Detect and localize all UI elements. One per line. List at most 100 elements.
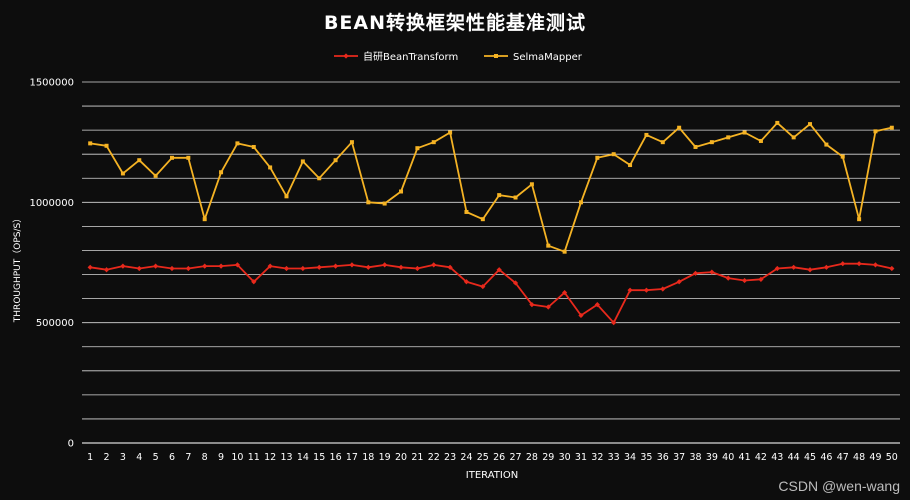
data-point: [103, 267, 110, 273]
x-tick-label: 40: [722, 452, 734, 463]
data-point: [578, 200, 583, 205]
x-tick-label: 36: [657, 452, 669, 463]
data-point: [399, 189, 404, 194]
x-tick-label: 2: [104, 452, 110, 463]
x-tick-label: 16: [330, 452, 342, 463]
series-line-1: [90, 262, 892, 324]
data-point: [284, 194, 289, 199]
data-point: [153, 173, 158, 178]
data-point: [595, 155, 600, 160]
data-point: [611, 320, 617, 326]
x-tick-label: 29: [542, 452, 554, 463]
data-point: [774, 265, 780, 272]
data-point: [235, 141, 240, 146]
data-point: [120, 263, 126, 269]
x-tick-label: 25: [477, 452, 489, 463]
x-tick-label: 33: [608, 452, 620, 463]
x-tick-label: 38: [689, 452, 701, 463]
chart-title: BEAN转换框架性能基准测试: [323, 12, 587, 34]
data-point: [169, 155, 174, 160]
data-point: [775, 120, 780, 125]
data-point: [120, 171, 125, 176]
data-point: [873, 129, 878, 134]
data-point: [153, 263, 159, 269]
x-tick-label: 1: [87, 452, 93, 463]
gridlines: [82, 81, 900, 444]
data-point: [480, 283, 486, 290]
x-tick-label: 23: [444, 452, 456, 463]
x-tick-label: 21: [411, 452, 423, 463]
data-point: [840, 154, 845, 159]
series-points: [87, 120, 895, 326]
data-point: [415, 146, 420, 151]
x-tick-label: 27: [509, 452, 521, 463]
x-tick-label: 46: [820, 452, 832, 463]
data-point: [660, 286, 666, 292]
data-point: [333, 158, 338, 163]
data-point: [513, 195, 518, 200]
x-tick-label: 34: [624, 452, 636, 463]
data-point: [136, 265, 142, 272]
x-tick-label: 28: [526, 452, 538, 463]
data-point: [202, 217, 207, 222]
x-tick-label: 5: [153, 452, 159, 463]
data-point: [660, 140, 665, 145]
y-tick-label: 500000: [36, 318, 74, 329]
data-point: [267, 263, 273, 269]
legend-marker: [343, 53, 349, 59]
legend-label: 自研BeanTransform: [363, 50, 458, 63]
x-tick-label: 31: [575, 452, 587, 463]
data-point: [529, 182, 534, 187]
data-point: [677, 125, 682, 130]
data-point: [889, 265, 895, 272]
x-tick-label: 3: [120, 452, 126, 463]
x-tick-label: 6: [169, 452, 175, 463]
data-point: [87, 264, 93, 270]
x-tick-label: 14: [297, 452, 309, 463]
data-point: [219, 170, 224, 175]
data-point: [807, 267, 813, 273]
data-point: [758, 138, 763, 143]
x-tick-label: 20: [395, 452, 407, 463]
series-lines: [90, 122, 892, 324]
watermark: CSDN @wen-wang: [778, 478, 900, 494]
data-point: [104, 143, 109, 148]
y-tick-labels: 0 500000 1000000 1500000: [29, 78, 74, 450]
data-point: [382, 262, 388, 268]
data-point: [562, 249, 567, 254]
x-tick-label: 44: [788, 452, 800, 463]
x-tick-label: 43: [771, 452, 783, 463]
data-point: [643, 287, 650, 293]
data-point: [251, 144, 256, 149]
data-point: [726, 135, 731, 140]
data-point: [268, 165, 273, 170]
data-point: [545, 304, 551, 310]
data-point: [398, 264, 404, 270]
data-point: [840, 261, 846, 267]
data-point: [169, 265, 175, 272]
legend-label: SelmaMapper: [513, 52, 583, 63]
data-point: [594, 302, 600, 308]
data-point: [448, 130, 453, 135]
data-point: [872, 262, 879, 268]
data-point: [512, 280, 519, 286]
x-tick-label: 22: [428, 452, 440, 463]
data-point: [742, 130, 747, 135]
x-tick-label: 39: [706, 452, 718, 463]
x-tick-label: 26: [493, 452, 505, 463]
data-point: [889, 125, 894, 130]
y-axis-label: THROUGHPUT（OPS/S）: [12, 214, 23, 323]
data-point: [644, 132, 649, 137]
data-point: [349, 140, 354, 145]
data-point: [791, 135, 796, 140]
data-point: [709, 140, 714, 145]
data-point: [251, 279, 257, 285]
data-point: [857, 217, 862, 222]
x-tick-label: 48: [853, 452, 865, 463]
data-point: [218, 263, 224, 269]
data-point: [317, 176, 322, 181]
data-point: [676, 279, 682, 285]
x-tick-label: 42: [755, 452, 767, 463]
x-tick-label: 37: [673, 452, 685, 463]
x-tick-label: 15: [313, 452, 325, 463]
